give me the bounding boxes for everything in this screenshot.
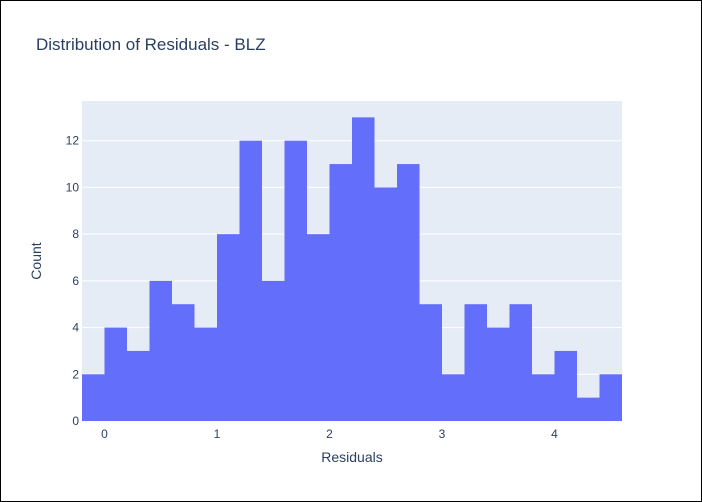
histogram-bar — [307, 234, 330, 421]
histogram-bar — [82, 374, 105, 421]
histogram-bar — [194, 327, 217, 421]
histogram-bar — [262, 280, 285, 421]
y-tick-label: 6 — [72, 274, 79, 288]
histogram-bar — [554, 350, 577, 421]
histogram-bar — [442, 374, 465, 421]
x-tick-label: 4 — [551, 427, 558, 441]
y-tick-labels: 0 2 4 6 8 10 12 — [66, 134, 80, 428]
histogram-bar — [532, 374, 555, 421]
y-tick-label: 0 — [72, 414, 79, 428]
histogram-bar — [352, 117, 375, 421]
bars — [82, 117, 622, 422]
histogram-bar — [284, 140, 307, 422]
x-axis-title: Residuals — [321, 449, 382, 465]
x-tick-label: 1 — [214, 427, 221, 441]
histogram-bar — [127, 350, 150, 421]
y-tick-label: 8 — [72, 227, 79, 241]
histogram-bar — [487, 327, 510, 421]
histogram-bar — [464, 304, 487, 421]
x-tick-labels: 0 1 2 3 4 — [101, 427, 558, 441]
y-tick-label: 10 — [66, 180, 80, 194]
histogram-bar — [104, 327, 127, 421]
histogram-bar — [577, 397, 600, 421]
x-tick-label: 0 — [101, 427, 108, 441]
histogram-bar — [397, 164, 420, 422]
histogram-bar — [374, 187, 397, 421]
x-tick-label: 3 — [439, 427, 446, 441]
y-tick-label: 2 — [72, 367, 79, 381]
histogram-bar — [599, 374, 622, 421]
y-tick-label: 4 — [72, 321, 79, 335]
chart-title: Distribution of Residuals - BLZ — [36, 35, 266, 54]
histogram-bar — [239, 140, 262, 422]
histogram-bar — [329, 164, 352, 422]
histogram-bar — [172, 304, 195, 421]
y-axis-title: Count — [28, 242, 44, 279]
histogram-bar — [509, 304, 532, 421]
x-tick-label: 2 — [326, 427, 333, 441]
histogram-bar — [217, 234, 240, 421]
histogram-bar — [149, 280, 172, 421]
histogram-bar — [419, 304, 442, 421]
y-tick-label: 12 — [66, 134, 80, 148]
